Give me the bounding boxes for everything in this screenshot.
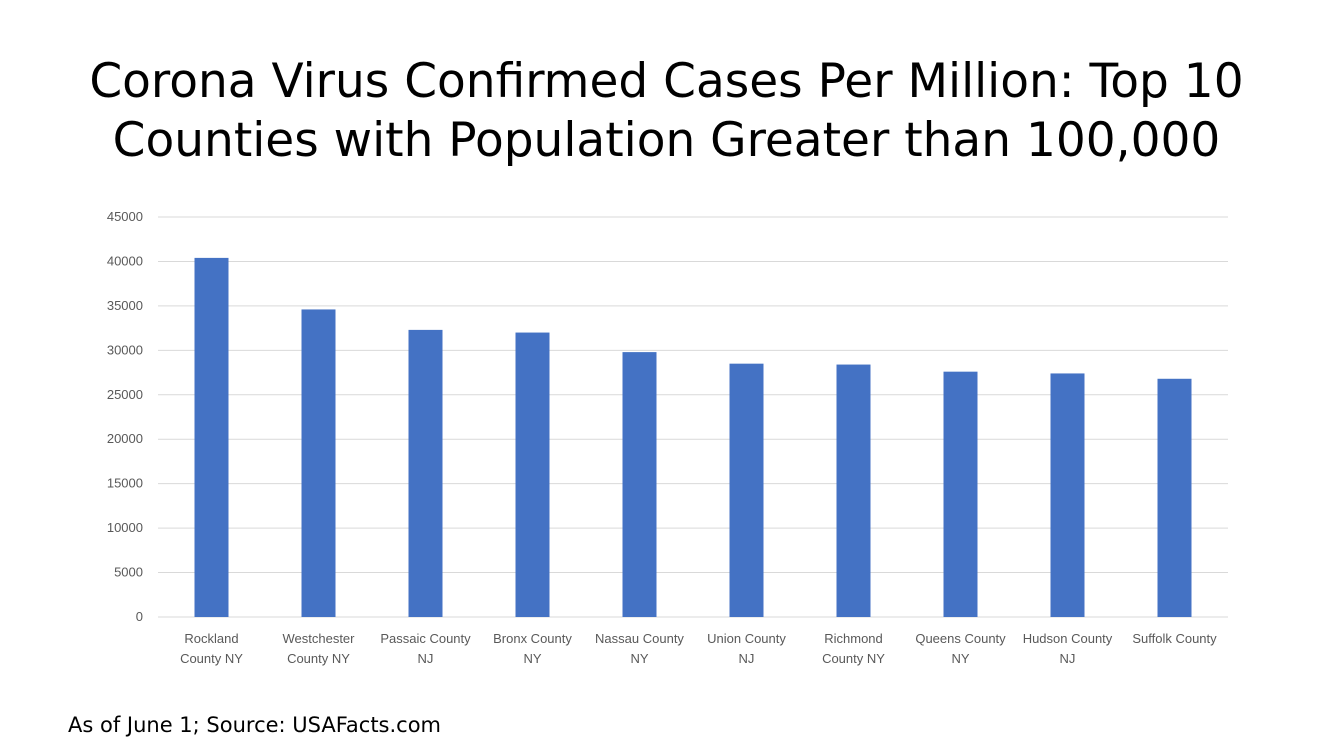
bar <box>943 371 978 617</box>
chart-title: Corona Virus Confirmed Cases Per Million… <box>0 52 1333 170</box>
bar <box>194 257 229 617</box>
x-category-label-line: Westchester <box>282 631 355 646</box>
source-footnote: As of June 1; Source: USAFacts.com <box>68 713 442 737</box>
x-category-label-line: Nassau County <box>595 631 684 646</box>
x-category-label: Richmond County NY <box>822 631 885 666</box>
x-category-label: Union County NJ <box>707 631 786 666</box>
x-category-label: Bronx County NY <box>493 631 572 666</box>
x-category-label-line: Union County <box>707 631 786 646</box>
y-tick-label: 15000 <box>107 476 143 491</box>
y-tick-label: 25000 <box>107 387 143 402</box>
x-category-label-line: Rockland <box>184 631 238 646</box>
bar <box>622 352 657 617</box>
x-axis-category-labels: Rockland County NY Westchester County NY Pas… <box>180 631 1217 666</box>
y-tick-label: 45000 <box>107 209 143 224</box>
x-category-label-line: NY <box>523 651 541 666</box>
x-category-label-line: County NY <box>180 651 243 666</box>
y-tick-label: 0 <box>136 609 143 624</box>
x-category-label: Suffolk County <box>1132 631 1217 646</box>
y-axis-tick-labels: 0 5000 10000 15000 20000 25000 30000 35000 40000… <box>107 209 143 624</box>
x-category-label-line: County NY <box>822 651 885 666</box>
bar <box>1157 378 1192 617</box>
x-category-label: Rockland County NY <box>180 631 243 666</box>
bar <box>408 329 443 617</box>
bar <box>836 364 871 617</box>
x-category-label-line: Richmond <box>824 631 883 646</box>
y-tick-label: 20000 <box>107 431 143 446</box>
x-category-label-line: NJ <box>739 651 755 666</box>
x-category-label: Hudson County NJ <box>1023 631 1113 666</box>
chart-title-line-1: Corona Virus Confirmed Cases Per Million… <box>89 54 1244 109</box>
bar <box>515 332 550 617</box>
bars <box>194 257 1192 617</box>
y-tick-label: 5000 <box>114 565 143 580</box>
x-category-label-line: NJ <box>418 651 434 666</box>
y-tick-label: 40000 <box>107 253 143 268</box>
x-category-label-line: Queens County <box>915 631 1006 646</box>
bar <box>301 309 336 617</box>
x-category-label-line: County NY <box>287 651 350 666</box>
y-tick-label: 30000 <box>107 342 143 357</box>
x-category-label-line: Bronx County <box>493 631 572 646</box>
x-category-label: Passaic County NJ <box>380 631 471 666</box>
y-tick-label: 10000 <box>107 520 143 535</box>
bar <box>729 363 764 617</box>
x-category-label: Westchester County NY <box>282 631 355 666</box>
chart-title-line-2: Counties with Population Greater than 10… <box>112 113 1221 168</box>
x-category-label: Nassau County NY <box>595 631 684 666</box>
x-category-label-line: NY <box>951 651 969 666</box>
y-tick-label: 35000 <box>107 298 143 313</box>
gridlines <box>158 216 1228 618</box>
x-category-label-line: NY <box>630 651 648 666</box>
x-category-label-line: Suffolk County <box>1132 631 1217 646</box>
x-category-label-line: NJ <box>1060 651 1076 666</box>
bar <box>1050 373 1085 617</box>
x-category-label-line: Hudson County <box>1023 631 1113 646</box>
x-category-label-line: Passaic County <box>380 631 471 646</box>
x-category-label: Queens County NY <box>915 631 1006 666</box>
